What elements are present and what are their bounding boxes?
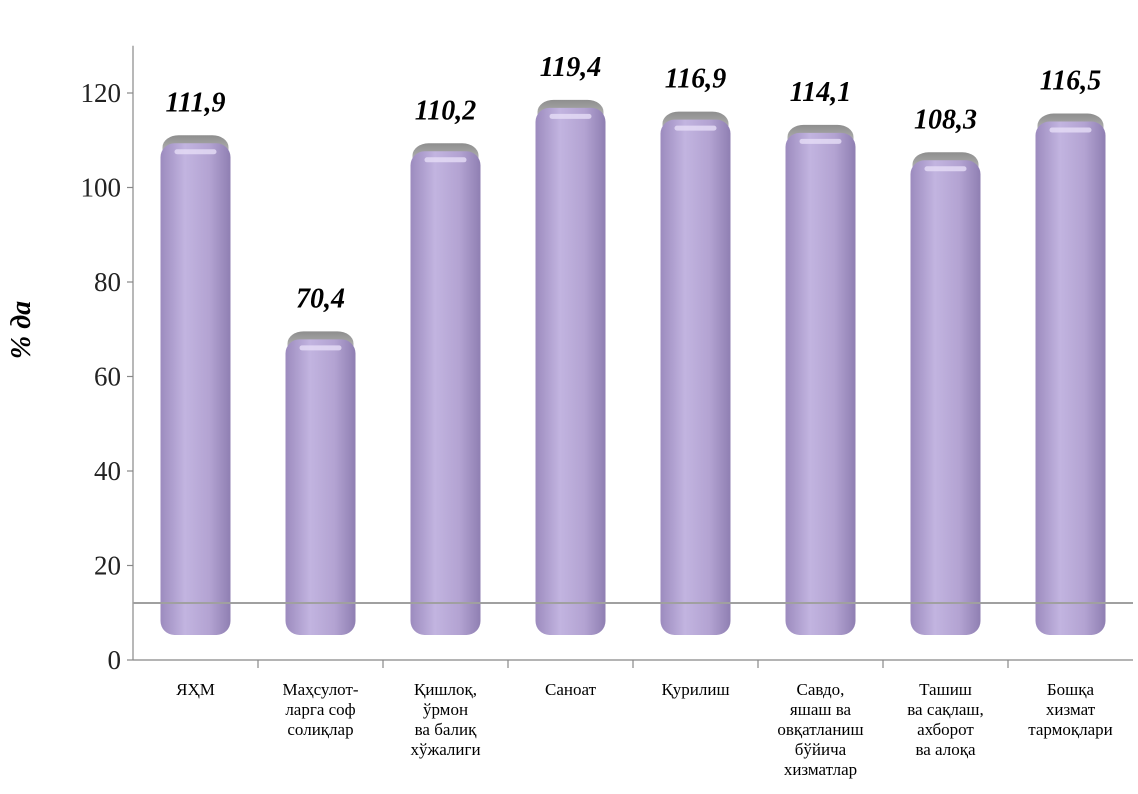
bar: [535, 99, 606, 635]
x-category-label-line: Маҳсулот-: [282, 680, 359, 699]
x-category-label-line: ва алоқа: [915, 740, 976, 759]
x-category-label-line: тармоқлари: [1028, 720, 1113, 739]
x-category-label-line: ларга соф: [285, 700, 356, 719]
bar: [410, 143, 481, 635]
x-category-label: Қурилиш: [637, 680, 755, 700]
x-category-label-line: Қурилиш: [661, 680, 730, 699]
bar-highlight: [799, 138, 842, 144]
data-label: 70,4: [296, 283, 345, 314]
x-category-label-line: хўжалиги: [410, 740, 481, 759]
x-category-label-line: Ташиш: [919, 680, 972, 699]
y-tick-label: 0: [108, 645, 122, 675]
x-category-label: Савдо, яшаш ва овқатланиш бўйича хизматлар: [762, 680, 880, 780]
data-label: 119,4: [540, 52, 601, 83]
y-tick-label: 100: [81, 173, 122, 203]
bar-body: [535, 107, 606, 635]
x-category-label-line: ва сақлаш,: [907, 700, 984, 719]
bar-highlight: [674, 125, 717, 131]
bar-highlight: [424, 157, 467, 163]
x-category-label: Маҳсулот-ларга соф солиқлар: [262, 680, 380, 740]
x-category-label-line: ЯҲМ: [176, 680, 215, 699]
bar: [660, 111, 731, 635]
x-category-label-line: Бошқа: [1046, 680, 1095, 699]
bar-body: [285, 339, 356, 635]
data-label: 110,2: [415, 95, 476, 126]
bar-body: [660, 119, 731, 635]
data-labels-group: 111,9 70,4 110,2 119,4 116,9 114,1 108,3 116,5: [166, 52, 1102, 315]
x-category-label-line: Қишлоқ,: [413, 680, 478, 699]
data-label: 114,1: [790, 77, 851, 108]
x-category-label: Ташиш ва сақлаш, ахборот ва алоқа: [887, 680, 1005, 760]
x-category-label: ЯҲМ: [137, 680, 255, 700]
bar-highlight: [299, 345, 342, 351]
x-category-label-line: хизмат: [1045, 700, 1096, 719]
data-label: 108,3: [914, 104, 977, 135]
x-category-label-line: хизматлар: [783, 760, 858, 779]
data-label: 111,9: [166, 87, 226, 118]
bars-group: [160, 99, 1106, 636]
x-category-label-line: Саноат: [544, 680, 597, 699]
x-category-label-line: солиқлар: [287, 720, 354, 739]
y-tick-label: 120: [81, 78, 122, 108]
bar-body: [1035, 121, 1106, 636]
x-category-label-line: ахборот: [917, 720, 974, 739]
x-category-label-line: Савдо,: [796, 680, 845, 699]
bar-body: [785, 132, 856, 635]
bar-highlight: [549, 113, 592, 119]
x-category-label: Саноат: [512, 680, 630, 700]
x-category-label-line: яшаш ва: [789, 700, 852, 719]
bar: [910, 152, 981, 635]
x-category-label-line: бўйича: [794, 740, 847, 759]
axes: 0 20 40 60 80 100 120: [81, 45, 1133, 675]
x-category-label-line: ўрмон: [422, 700, 469, 719]
bar-body: [160, 143, 231, 635]
y-tick-label: 60: [94, 362, 121, 392]
x-category-label-line: ва балиқ: [414, 720, 477, 739]
y-axis-label: % да: [6, 300, 37, 360]
bar: [785, 124, 856, 635]
bar: [160, 135, 231, 635]
data-label: 116,9: [665, 64, 726, 95]
y-tick-label: 80: [94, 267, 121, 297]
y-tick-label: 20: [94, 551, 121, 581]
bar-body: [910, 160, 981, 635]
bar: [1035, 113, 1106, 636]
data-label: 116,5: [1040, 66, 1101, 97]
bar-highlight: [1049, 127, 1092, 133]
x-category-label: Қишлоқ, ўрмон ва балиқ хўжалиги: [387, 680, 505, 760]
bar: [285, 331, 356, 635]
bar-highlight: [174, 149, 217, 155]
bar-highlight: [924, 166, 967, 172]
x-category-label-line: овқатланиш: [777, 720, 864, 739]
x-category-label: Бошқа хизмат тармоқлари: [1012, 680, 1130, 740]
y-tick-label: 40: [94, 456, 121, 486]
bar-body: [410, 151, 481, 635]
